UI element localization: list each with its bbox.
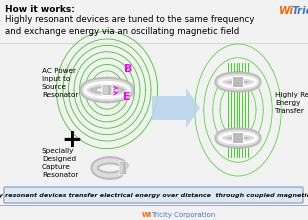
Text: +: +	[62, 128, 83, 152]
FancyBboxPatch shape	[119, 161, 127, 175]
Text: Highly Resonant
Energy
Transfer: Highly Resonant Energy Transfer	[275, 92, 308, 114]
Text: E: E	[123, 92, 131, 102]
FancyBboxPatch shape	[120, 163, 123, 173]
Text: AC Power
Input to
Source
Resonator: AC Power Input to Source Resonator	[42, 68, 78, 98]
FancyBboxPatch shape	[4, 187, 303, 203]
FancyBboxPatch shape	[233, 77, 244, 88]
Text: Tricity Corporation: Tricity Corporation	[151, 212, 215, 218]
Text: Tricity: Tricity	[291, 6, 308, 16]
Text: B: B	[124, 64, 132, 74]
Text: Specially
Designed
Capture
Resonator: Specially Designed Capture Resonator	[42, 148, 78, 178]
FancyBboxPatch shape	[102, 84, 112, 95]
Text: Wi: Wi	[142, 212, 152, 218]
Polygon shape	[152, 88, 200, 128]
Text: How it works:: How it works:	[5, 5, 75, 14]
Text: Highly resonant devices transfer electrical energy over distance  through couple: Highly resonant devices transfer electri…	[0, 194, 308, 198]
Text: Wi: Wi	[279, 6, 294, 16]
FancyBboxPatch shape	[103, 86, 108, 94]
FancyBboxPatch shape	[233, 132, 244, 143]
Text: Highly resonant devices are tuned to the same frequency
and exchange energy via : Highly resonant devices are tuned to the…	[5, 15, 254, 37]
